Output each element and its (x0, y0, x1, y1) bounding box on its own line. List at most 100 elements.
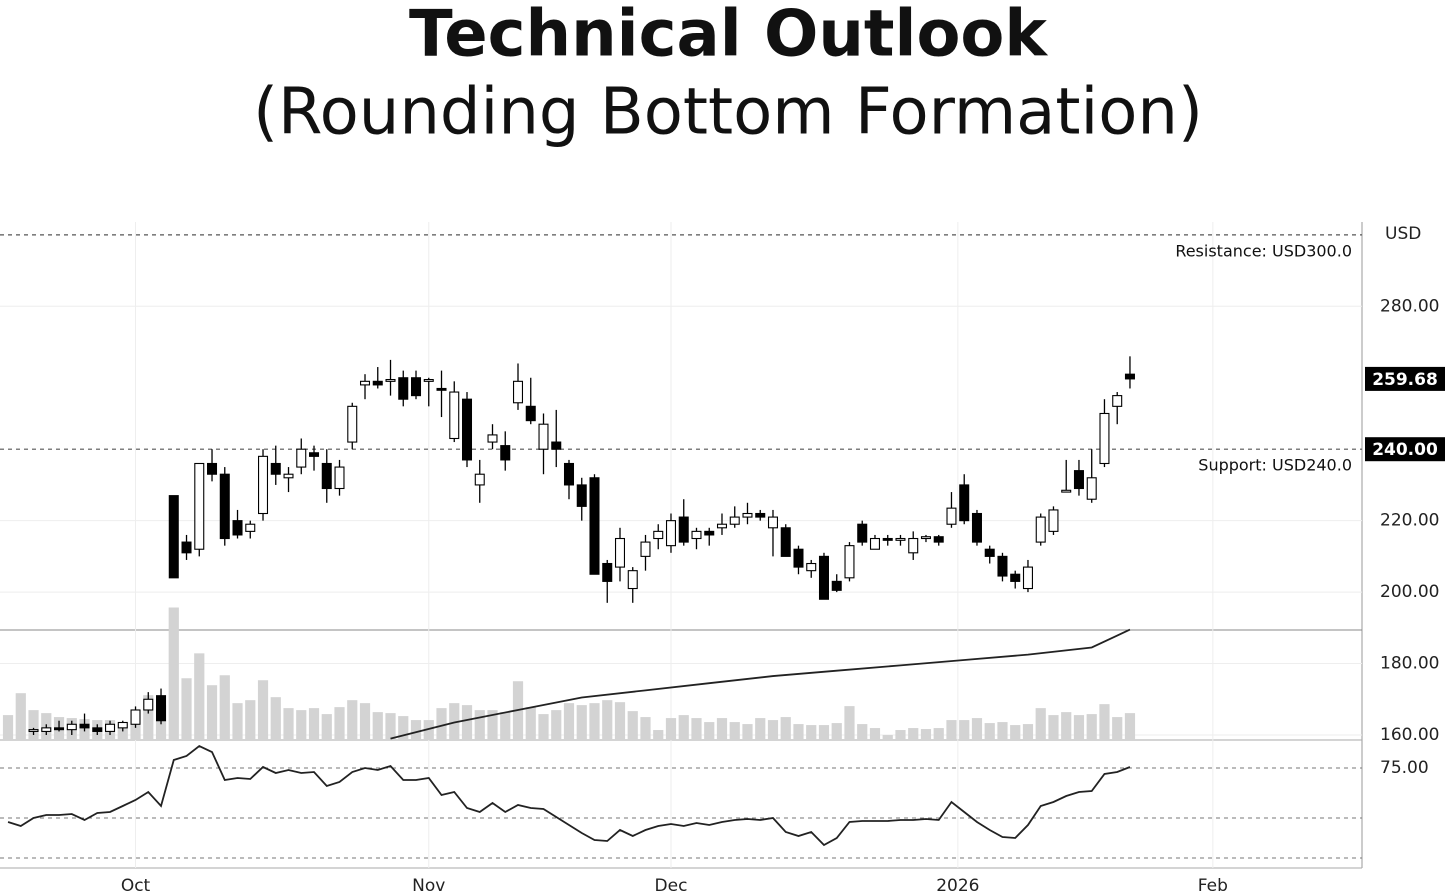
candle-body (117, 721, 128, 729)
x-tick-label: Oct (121, 876, 151, 895)
candle-body (194, 462, 205, 550)
candle-body (984, 548, 995, 557)
candle-body (168, 495, 179, 579)
volume-bar (15, 693, 26, 740)
volume-bar (882, 735, 893, 740)
x-tick-label: Dec (655, 876, 688, 895)
candle-body (423, 378, 434, 382)
volume-bar (704, 722, 715, 740)
candle-body (755, 512, 766, 518)
volume-bar (359, 703, 371, 740)
candle-body (347, 405, 358, 443)
candle-body (296, 448, 307, 468)
volume-bar (1035, 708, 1046, 740)
candle-body (908, 537, 919, 554)
volume-bar (1073, 715, 1085, 740)
volume-bar (806, 725, 817, 740)
volume-bar (895, 730, 906, 740)
volume-bar (971, 718, 983, 740)
volume-bar (793, 724, 804, 740)
x-tick-label: Feb (1198, 876, 1228, 895)
candle-body (500, 445, 511, 461)
y-tick-label: 280.00 (1380, 296, 1439, 316)
volume-bar (755, 718, 766, 740)
volume-bar (1010, 725, 1021, 740)
volume-bar (372, 712, 383, 740)
candle-body (959, 484, 970, 522)
candle-body (181, 541, 192, 554)
x-tick-label: Nov (412, 876, 445, 895)
volume-bar (487, 710, 498, 740)
y-tick-label: 180.00 (1380, 654, 1439, 674)
candle-body (385, 378, 396, 382)
volume-bar (946, 720, 957, 740)
candle-body (1061, 489, 1072, 493)
candle-body (143, 698, 154, 711)
volume-bar (283, 708, 294, 740)
candle-body (678, 516, 689, 543)
volume-bar (767, 720, 779, 740)
candle-body (704, 530, 715, 536)
candle-body (105, 723, 116, 732)
reference-label: Resistance: USD300.0 (1175, 241, 1352, 260)
candle-body (857, 523, 868, 543)
chart-title: Technical Outlook (409, 0, 1048, 72)
candle-body (563, 462, 575, 486)
candle-body (551, 441, 562, 450)
volume-bar (997, 722, 1008, 740)
volume-bar (780, 717, 791, 740)
candle-body (66, 723, 77, 731)
volume-bar (232, 703, 243, 740)
candle-body (933, 536, 944, 543)
moving-average (390, 628, 1131, 740)
volume-bar (461, 705, 473, 740)
volume-bar (1112, 717, 1123, 740)
candle-body (219, 473, 230, 540)
volume-bar (1061, 712, 1072, 740)
volume-bar (614, 702, 626, 740)
volume-bar (219, 675, 230, 740)
volume-bar (831, 723, 842, 740)
candle-body (691, 530, 702, 540)
candle-body (806, 562, 817, 572)
candle-body (1073, 470, 1084, 490)
volume-bar (576, 705, 587, 740)
volume-bar (347, 700, 358, 740)
candle-body (831, 580, 842, 591)
volume-bar (691, 718, 702, 740)
y-axis-label: USD (1385, 224, 1421, 244)
candle-body (321, 462, 332, 490)
volume-bar (525, 707, 536, 740)
candle-body (971, 512, 982, 543)
volume-bar (245, 700, 256, 740)
candle-body (1035, 516, 1046, 543)
candle-body (283, 473, 294, 479)
candle-body (538, 423, 549, 450)
candle-body (869, 537, 880, 550)
y-tick-label: 220.00 (1380, 511, 1439, 531)
candle-body (334, 466, 345, 490)
volume-bar (1022, 724, 1034, 740)
candle-body (1112, 395, 1123, 407)
volume-bar (423, 720, 434, 740)
volume-bar (168, 607, 179, 740)
volume-bar (742, 724, 753, 740)
volume-bar (296, 710, 307, 740)
candle-body (28, 729, 39, 732)
volume-bar (500, 712, 511, 740)
candle-body (245, 523, 256, 532)
candle-body (436, 387, 447, 391)
volume-bar (308, 708, 320, 740)
last-price-box (1365, 366, 1445, 391)
volume-bar (410, 720, 422, 740)
candle-body (818, 555, 829, 600)
volume-bar (538, 714, 549, 740)
candle-body (767, 516, 778, 529)
candle-body (576, 484, 587, 507)
candle-body (309, 452, 320, 457)
candle-body (258, 455, 269, 515)
candle-body (54, 727, 65, 731)
volume-bar (206, 685, 218, 740)
candle-body (793, 548, 804, 568)
